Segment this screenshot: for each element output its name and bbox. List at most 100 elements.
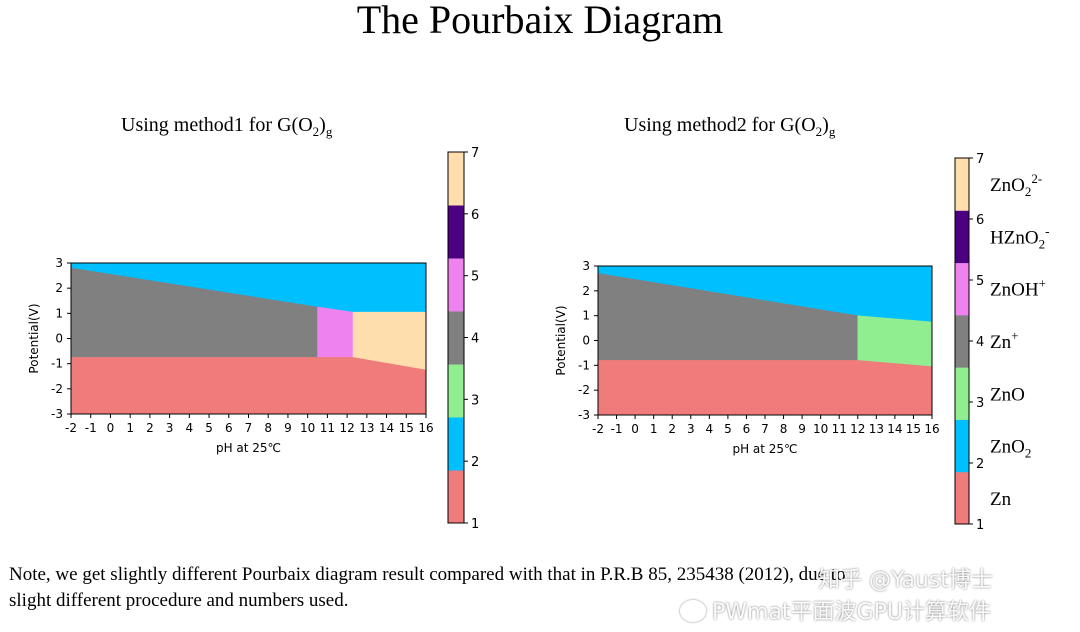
y-tick-label: -3 [578, 408, 590, 422]
colorbar-segment [955, 158, 969, 211]
x-tick-label: 15 [906, 422, 921, 436]
note-line-1: Note, we get slightly different Pourbaix… [9, 564, 846, 585]
colorbar-tick-label: 4 [976, 335, 984, 350]
species-label: ZnO2 [990, 437, 1031, 461]
x-tick-label: 16 [924, 422, 939, 436]
x-tick-label: 16 [418, 421, 433, 435]
colorbar-tick-label: 6 [976, 213, 984, 228]
x-tick-label: 4 [706, 422, 714, 436]
y-tick-label: -2 [578, 383, 590, 397]
x-tick-label: 0 [107, 421, 115, 435]
x-tick-label: 10 [300, 421, 315, 435]
y-tick-label: 0 [582, 334, 590, 348]
y-tick-label: 3 [582, 259, 590, 273]
watermark-line-1: 知乎 @Yaust博士 [818, 568, 993, 593]
x-tick-label: 5 [724, 422, 732, 436]
x-tick-label: 1 [126, 421, 134, 435]
colorbar-segment [448, 470, 464, 524]
x-tick-label: -2 [592, 422, 604, 436]
x-tick-label: 12 [339, 421, 354, 435]
x-tick-label: -1 [611, 422, 623, 436]
colorbar-tick-label: 7 [471, 146, 479, 161]
x-tick-label: 15 [399, 421, 414, 435]
x-tick-label: -2 [65, 421, 77, 435]
y-tick-label: -1 [578, 358, 590, 372]
colorbar-segment [448, 152, 464, 206]
watermark-text: PWmat平面波GPU计算软件 [712, 600, 991, 625]
colorbar-tick-label: 6 [471, 208, 479, 223]
species-label: Zn+ [990, 328, 1018, 353]
x-tick-label: 2 [668, 422, 676, 436]
region-zn [597, 360, 933, 416]
colorbar-tick-label: 3 [976, 396, 984, 411]
note-text: Note, we get slightly different Pourbaix… [9, 562, 846, 614]
x-tick-label: 13 [869, 422, 884, 436]
colorbar-segment [955, 210, 969, 264]
x-axis-label: pH at 25℃ [732, 442, 797, 456]
y-tick-label: 0 [55, 332, 63, 346]
colorbar-tick-label: 2 [471, 455, 479, 470]
colorbar-tick-label: 5 [471, 270, 479, 285]
x-tick-label: 9 [284, 421, 292, 435]
x-tick-label: 9 [798, 422, 806, 436]
x-tick-label: 5 [205, 421, 213, 435]
colorbar-segment [955, 314, 969, 368]
x-tick-label: 7 [761, 422, 769, 436]
y-tick-label: 1 [55, 306, 63, 320]
colorbar-tick-label: 7 [976, 152, 984, 167]
page-title: The Pourbaix Diagram [356, 0, 724, 42]
species-label: ZnOH+ [990, 276, 1046, 301]
x-tick-label: 8 [264, 421, 272, 435]
x-tick-label: 2 [146, 421, 154, 435]
colorbar-tick-label: 1 [976, 518, 984, 533]
x-tick-label: 1 [650, 422, 658, 436]
x-tick-label: 11 [832, 422, 847, 436]
x-tick-label: 14 [379, 421, 394, 435]
colorbar-tick-label: 2 [976, 457, 984, 472]
y-tick-label: -3 [51, 407, 63, 421]
colorbar-segment [448, 258, 464, 312]
y-tick-label: 1 [582, 309, 590, 323]
wechat-icon [680, 600, 706, 622]
x-tick-label: 12 [850, 422, 865, 436]
species-label: Zn [990, 489, 1012, 510]
colorbar-tick-label: 4 [471, 332, 479, 347]
x-tick-label: 14 [887, 422, 902, 436]
species-label: ZnO22- [990, 171, 1042, 199]
colorbar-segment [955, 367, 969, 420]
region-zno [857, 315, 933, 367]
watermark-line-2: PWmat平面波GPU计算软件 [680, 594, 991, 626]
x-tick-label: 6 [225, 421, 233, 435]
y-tick-label: -2 [51, 382, 63, 396]
x-tick-label: 13 [359, 421, 374, 435]
chart1-subtitle: Using method1 for G(O2)g [121, 114, 333, 139]
colorbar-tick-label: 1 [471, 517, 479, 532]
x-tick-label: 4 [186, 421, 194, 435]
y-tick-label: 3 [55, 256, 63, 270]
colorbar-tick-label: 5 [976, 274, 984, 289]
y-axis-label: Potential(V) [554, 305, 568, 375]
colorbar-segment [448, 205, 464, 259]
x-axis-label: pH at 25℃ [216, 441, 281, 455]
chart2-subtitle: Using method2 for G(O2)g [624, 114, 836, 139]
colorbar-segment [955, 262, 969, 316]
x-tick-label: 6 [743, 422, 751, 436]
x-tick-label: 11 [320, 421, 335, 435]
colorbar-segment [955, 471, 969, 525]
y-axis-label: Potential(V) [27, 303, 41, 373]
x-tick-label: 3 [687, 422, 695, 436]
colorbar-segment [955, 419, 969, 473]
note-line-2: slight different procedure and numbers u… [9, 590, 349, 611]
x-tick-label: 3 [166, 421, 174, 435]
colorbar-segment [448, 417, 464, 471]
y-tick-label: 2 [55, 281, 63, 295]
x-tick-label: 10 [813, 422, 828, 436]
colorbar-segment [448, 311, 464, 365]
y-tick-label: 2 [582, 284, 590, 298]
x-tick-label: 0 [631, 422, 639, 436]
x-tick-label: 8 [780, 422, 788, 436]
x-tick-label: -1 [85, 421, 97, 435]
x-tick-label: 7 [245, 421, 253, 435]
